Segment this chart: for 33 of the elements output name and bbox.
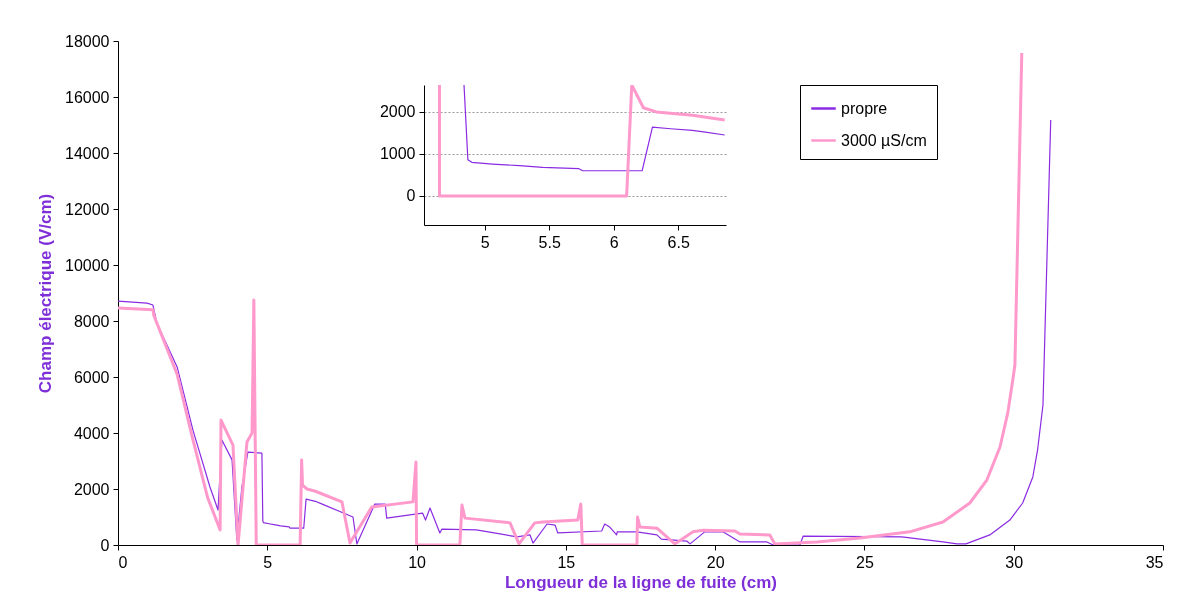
- x-tick-label: 20: [706, 553, 725, 571]
- legend-label: propre: [841, 99, 888, 117]
- x-tick-label: 5: [480, 233, 490, 251]
- line-series: [118, 119, 1052, 545]
- x-tick-label: 25: [856, 553, 874, 571]
- y-tick-label: 1000: [379, 145, 416, 163]
- x-axis-title: Longueur de la ligne de fuite (cm): [504, 572, 778, 592]
- x-tick-label: 30: [1005, 553, 1024, 571]
- y-tick-label: 16000: [65, 88, 110, 106]
- y-tick-label: 4000: [73, 424, 110, 442]
- x-tick-label: 0: [118, 553, 128, 571]
- x-tick-label: 5: [263, 553, 273, 571]
- y-tick-label: 2000: [73, 480, 110, 498]
- x-tick-label: 10: [408, 553, 427, 571]
- x-tick-label: 6.5: [667, 233, 690, 251]
- line-series: [118, 51, 1024, 545]
- y-tick-label: 0: [406, 187, 416, 205]
- y-tick-label: 12000: [65, 200, 110, 218]
- line-series: [463, 85, 726, 172]
- y-tick-label: 18000: [65, 32, 110, 50]
- y-tick-label: 10000: [65, 256, 110, 274]
- y-tick-label: 8000: [73, 312, 110, 330]
- x-tick-label: 5.5: [538, 233, 561, 251]
- y-tick-label: 14000: [65, 144, 110, 162]
- y-tick-label: 2000: [379, 103, 416, 121]
- y-tick-label: 0: [100, 536, 110, 554]
- y-tick-label: 6000: [73, 368, 110, 386]
- line-series: [437, 85, 726, 198]
- y-axis-title: Champ électrique (V/cm): [36, 193, 56, 394]
- legend-label: 3000 µS/cm: [841, 131, 927, 149]
- x-tick-label: 15: [557, 553, 576, 571]
- x-tick-label: 6: [609, 233, 619, 251]
- x-tick-label: 35: [1145, 553, 1164, 571]
